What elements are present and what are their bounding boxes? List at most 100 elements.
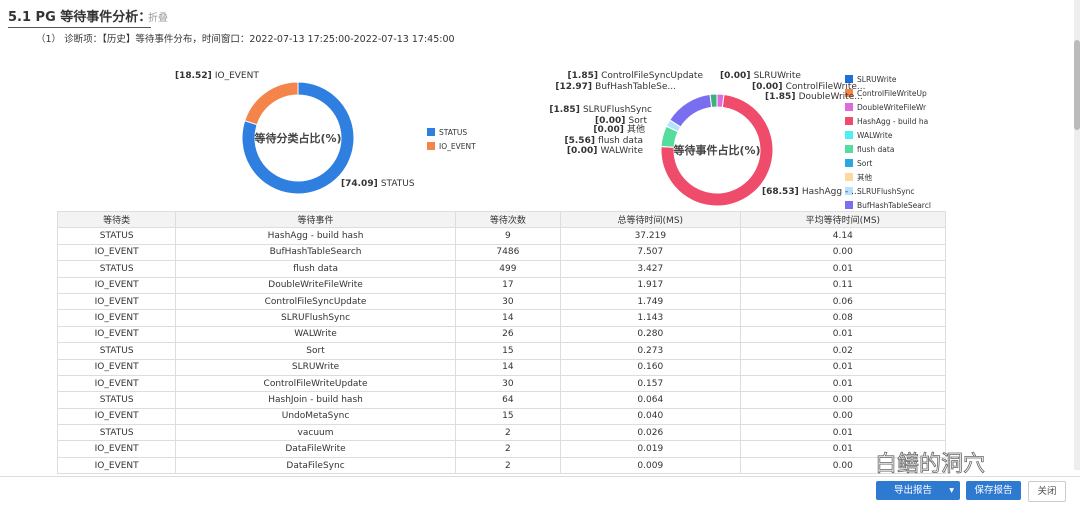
table-cell: STATUS (58, 261, 176, 277)
legend-swatch[interactable] (845, 117, 853, 125)
table-cell: STATUS (58, 343, 176, 359)
table-cell: 0.00 (740, 408, 945, 424)
chart-title: 等待分类占比(%) (253, 131, 341, 145)
legend-swatch[interactable] (845, 131, 853, 139)
data-label: [0.00] 其他 (593, 123, 645, 135)
export-report-button[interactable]: 导出报告▾ (876, 481, 960, 500)
table-cell: 2 (455, 425, 560, 441)
legend-swatch[interactable] (845, 159, 853, 167)
table-cell: BufHashTableSearch (176, 244, 455, 260)
table-cell: IO_EVENT (58, 277, 176, 293)
table-cell: 15 (455, 408, 560, 424)
table-cell: 1.749 (560, 293, 740, 309)
table-cell: vacuum (176, 425, 455, 441)
table-cell: 2 (455, 457, 560, 473)
table-cell: 0.00 (740, 392, 945, 408)
data-label: [5.56] flush data (565, 136, 643, 146)
legend-swatch[interactable] (845, 145, 853, 153)
pie-slice[interactable] (710, 94, 717, 107)
table-cell: SLRUFlushSync (176, 310, 455, 326)
legend-swatch[interactable] (427, 142, 435, 150)
table-cell: 15 (455, 343, 560, 359)
legend-label[interactable]: IO_EVENT (439, 142, 476, 151)
legend-label[interactable]: STATUS (439, 128, 467, 137)
legend-swatch[interactable] (845, 201, 853, 209)
table-cell: 0.026 (560, 425, 740, 441)
table-cell: IO_EVENT (58, 375, 176, 391)
table-cell: 30 (455, 293, 560, 309)
table-cell: 9 (455, 228, 560, 244)
legend-label[interactable]: Sort (857, 159, 872, 168)
legend-label[interactable]: 其他 (857, 172, 872, 182)
table-cell: DoubleWriteFileWrite (176, 277, 455, 293)
column-header: 等待次数 (455, 212, 560, 228)
table-cell: Sort (176, 343, 455, 359)
data-label: [0.00] WALWrite (567, 146, 644, 156)
table-cell: 30 (455, 375, 560, 391)
legend-label[interactable]: HashAgg - build ha (857, 117, 928, 126)
table-cell: IO_EVENT (58, 244, 176, 260)
legend-label[interactable]: flush data (857, 145, 894, 154)
table-cell: STATUS (58, 228, 176, 244)
table-cell: WALWrite (176, 326, 455, 342)
close-button[interactable]: 关闭 (1028, 481, 1066, 502)
legend-label[interactable]: DoubleWriteFileWr (857, 103, 927, 112)
table-cell: DataFileSync (176, 457, 455, 473)
pie-slice[interactable] (245, 82, 298, 125)
table-cell: 0.157 (560, 375, 740, 391)
table-cell: 14 (455, 310, 560, 326)
table-cell: ControlFileWriteUpdate (176, 375, 455, 391)
table-cell: 4.14 (740, 228, 945, 244)
table-cell: 0.040 (560, 408, 740, 424)
data-label: [1.85] DoubleWrite... (765, 92, 863, 102)
table-cell: 0.01 (740, 359, 945, 375)
legend-label[interactable]: BufHashTableSearcl (857, 201, 931, 210)
column-header: 平均等待时间(MS) (740, 212, 945, 228)
table-cell: 0.01 (740, 326, 945, 342)
table-cell: STATUS (58, 392, 176, 408)
pie-slice[interactable] (670, 94, 712, 127)
data-label: [74.09] STATUS (341, 179, 415, 189)
table-cell: IO_EVENT (58, 441, 176, 457)
chevron-down-icon[interactable]: ▾ (949, 481, 954, 500)
table-cell: IO_EVENT (58, 293, 176, 309)
table-cell: IO_EVENT (58, 326, 176, 342)
legend-swatch[interactable] (845, 173, 853, 181)
table-cell: 37.219 (560, 228, 740, 244)
table-cell: 0.00 (740, 244, 945, 260)
table-cell: IO_EVENT (58, 359, 176, 375)
table-cell: 0.064 (560, 392, 740, 408)
scrollbar[interactable] (1074, 0, 1080, 470)
column-header: 等待类 (58, 212, 176, 228)
table-cell: 0.01 (740, 261, 945, 277)
legend-swatch[interactable] (427, 128, 435, 136)
legend-label[interactable]: WALWrite (857, 131, 893, 140)
data-label: [68.53] HashAgg - ... (762, 187, 860, 197)
table-cell: 0.160 (560, 359, 740, 375)
column-header: 总等待时间(MS) (560, 212, 740, 228)
table-cell: 0.019 (560, 441, 740, 457)
table-cell: HashJoin - build hash (176, 392, 455, 408)
data-label: [12.97] BufHashTableSe... (555, 82, 676, 92)
table-cell: IO_EVENT (58, 408, 176, 424)
legend-label[interactable]: ControlFileWriteUp (857, 89, 927, 98)
table-cell: 7486 (455, 244, 560, 260)
table-cell: SLRUWrite (176, 359, 455, 375)
table-cell: 1.917 (560, 277, 740, 293)
table-cell: 0.009 (560, 457, 740, 473)
legend-label[interactable]: SLRUFlushSync (857, 187, 915, 196)
table-cell: 0.01 (740, 375, 945, 391)
save-report-button[interactable]: 保存报告 (966, 481, 1021, 500)
legend-swatch[interactable] (845, 103, 853, 111)
